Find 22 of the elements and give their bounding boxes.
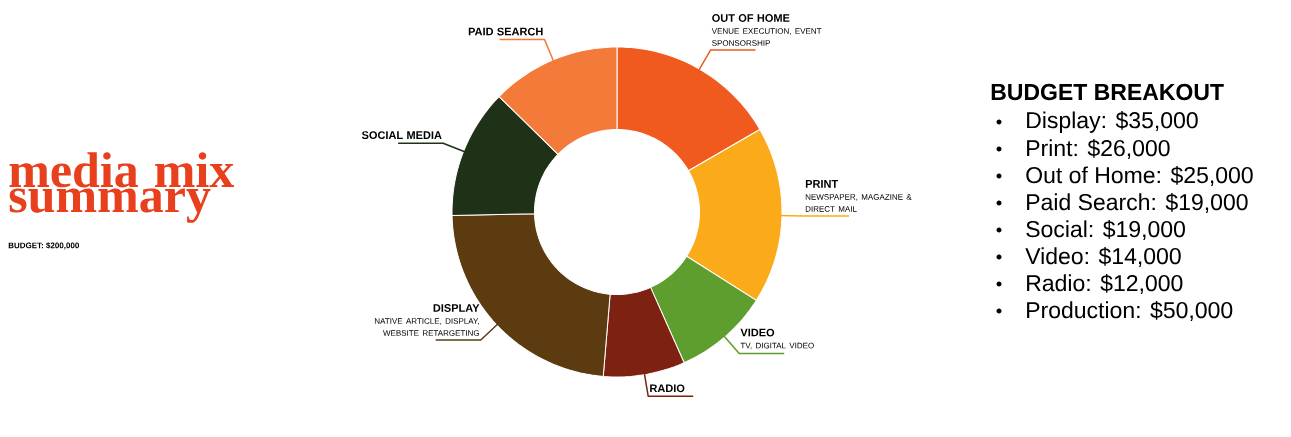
text: NEWSPAPER, MAGAZINE & DIRECT MAIL	[805, 194, 912, 212]
slice-label: DISPLAY	[433, 304, 480, 312]
text: Print: $26,000	[1027, 139, 1170, 159]
text: Display: $35,000	[1027, 111, 1198, 133]
text: Out of Home: $25,000	[1026, 166, 1253, 186]
text: BUDGET: $200,000	[8, 242, 80, 250]
slice-label: PRINT	[805, 180, 839, 188]
text: Video: $14,000	[1025, 247, 1181, 267]
slice-label: VIDEO	[740, 328, 775, 337]
text: Paid Search: $19,000	[1027, 193, 1248, 213]
slice-label: SOCIAL MEDIA	[361, 131, 442, 140]
slice-label: OUT OF HOME	[712, 14, 790, 22]
slice-label: PAID SEARCH	[468, 27, 543, 36]
text: Social: $19,000	[1026, 220, 1185, 240]
text: VENUE EXECUTION, EVENT SPONSORSHIP	[711, 28, 822, 46]
text: TV, DIGITAL VIDEO	[740, 342, 814, 350]
text: media mix summary	[9, 152, 235, 223]
text: Production: $50,000	[1027, 301, 1233, 321]
text: NATIVE ARTICLE, DISPLAY, WEBSITE RETARGETING	[374, 318, 479, 336]
text: Radio: $12,000	[1027, 274, 1183, 294]
slice-label: RADIO	[650, 384, 685, 393]
text: BUDGET BREAKOUT	[991, 83, 1224, 101]
